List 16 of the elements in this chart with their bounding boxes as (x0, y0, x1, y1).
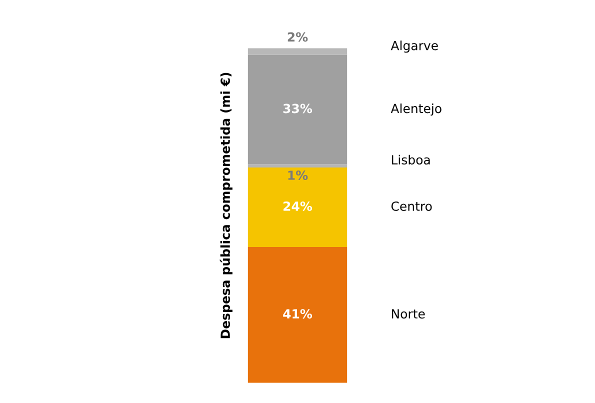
text: Alentejo (390, 104, 442, 116)
text: Algarve (390, 40, 438, 53)
text: Centro (391, 201, 432, 211)
bar (248, 54, 348, 164)
data-label: 24% (284, 201, 312, 211)
data-label: 2% (288, 32, 308, 42)
data-label: 33% (283, 104, 312, 114)
data-label: 41% (283, 309, 312, 319)
text: Lisboa (392, 154, 430, 165)
bar (248, 168, 348, 248)
data-label: 1% (288, 170, 308, 180)
bar (248, 164, 348, 168)
text: Norte (392, 309, 425, 319)
y-axis-title: Despesa pública comprometida (mi €) (220, 72, 232, 338)
bar (248, 247, 348, 383)
bar (248, 48, 348, 55)
